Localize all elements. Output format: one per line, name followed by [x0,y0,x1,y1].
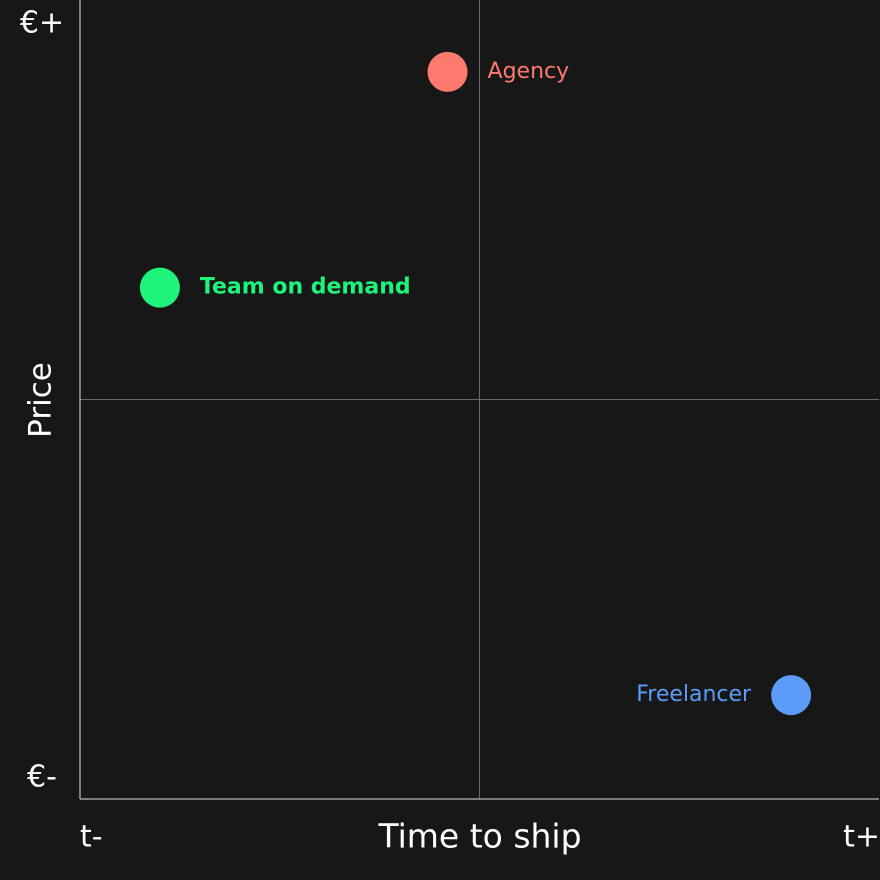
point [427,51,468,92]
point [139,267,180,308]
x-tick-label: t+ [843,820,880,855]
x-tick-label: t- [80,820,103,855]
x-axis-title: Time to ship [377,817,581,856]
point-label: Team on demand [200,275,411,300]
point [771,675,812,716]
y-tick-label: €- [27,760,57,795]
y-tick-label: €+ [20,6,64,41]
y-axis-title: Price [23,362,59,438]
point-label: Agency [488,59,570,84]
point-label: Freelancer [636,682,752,707]
